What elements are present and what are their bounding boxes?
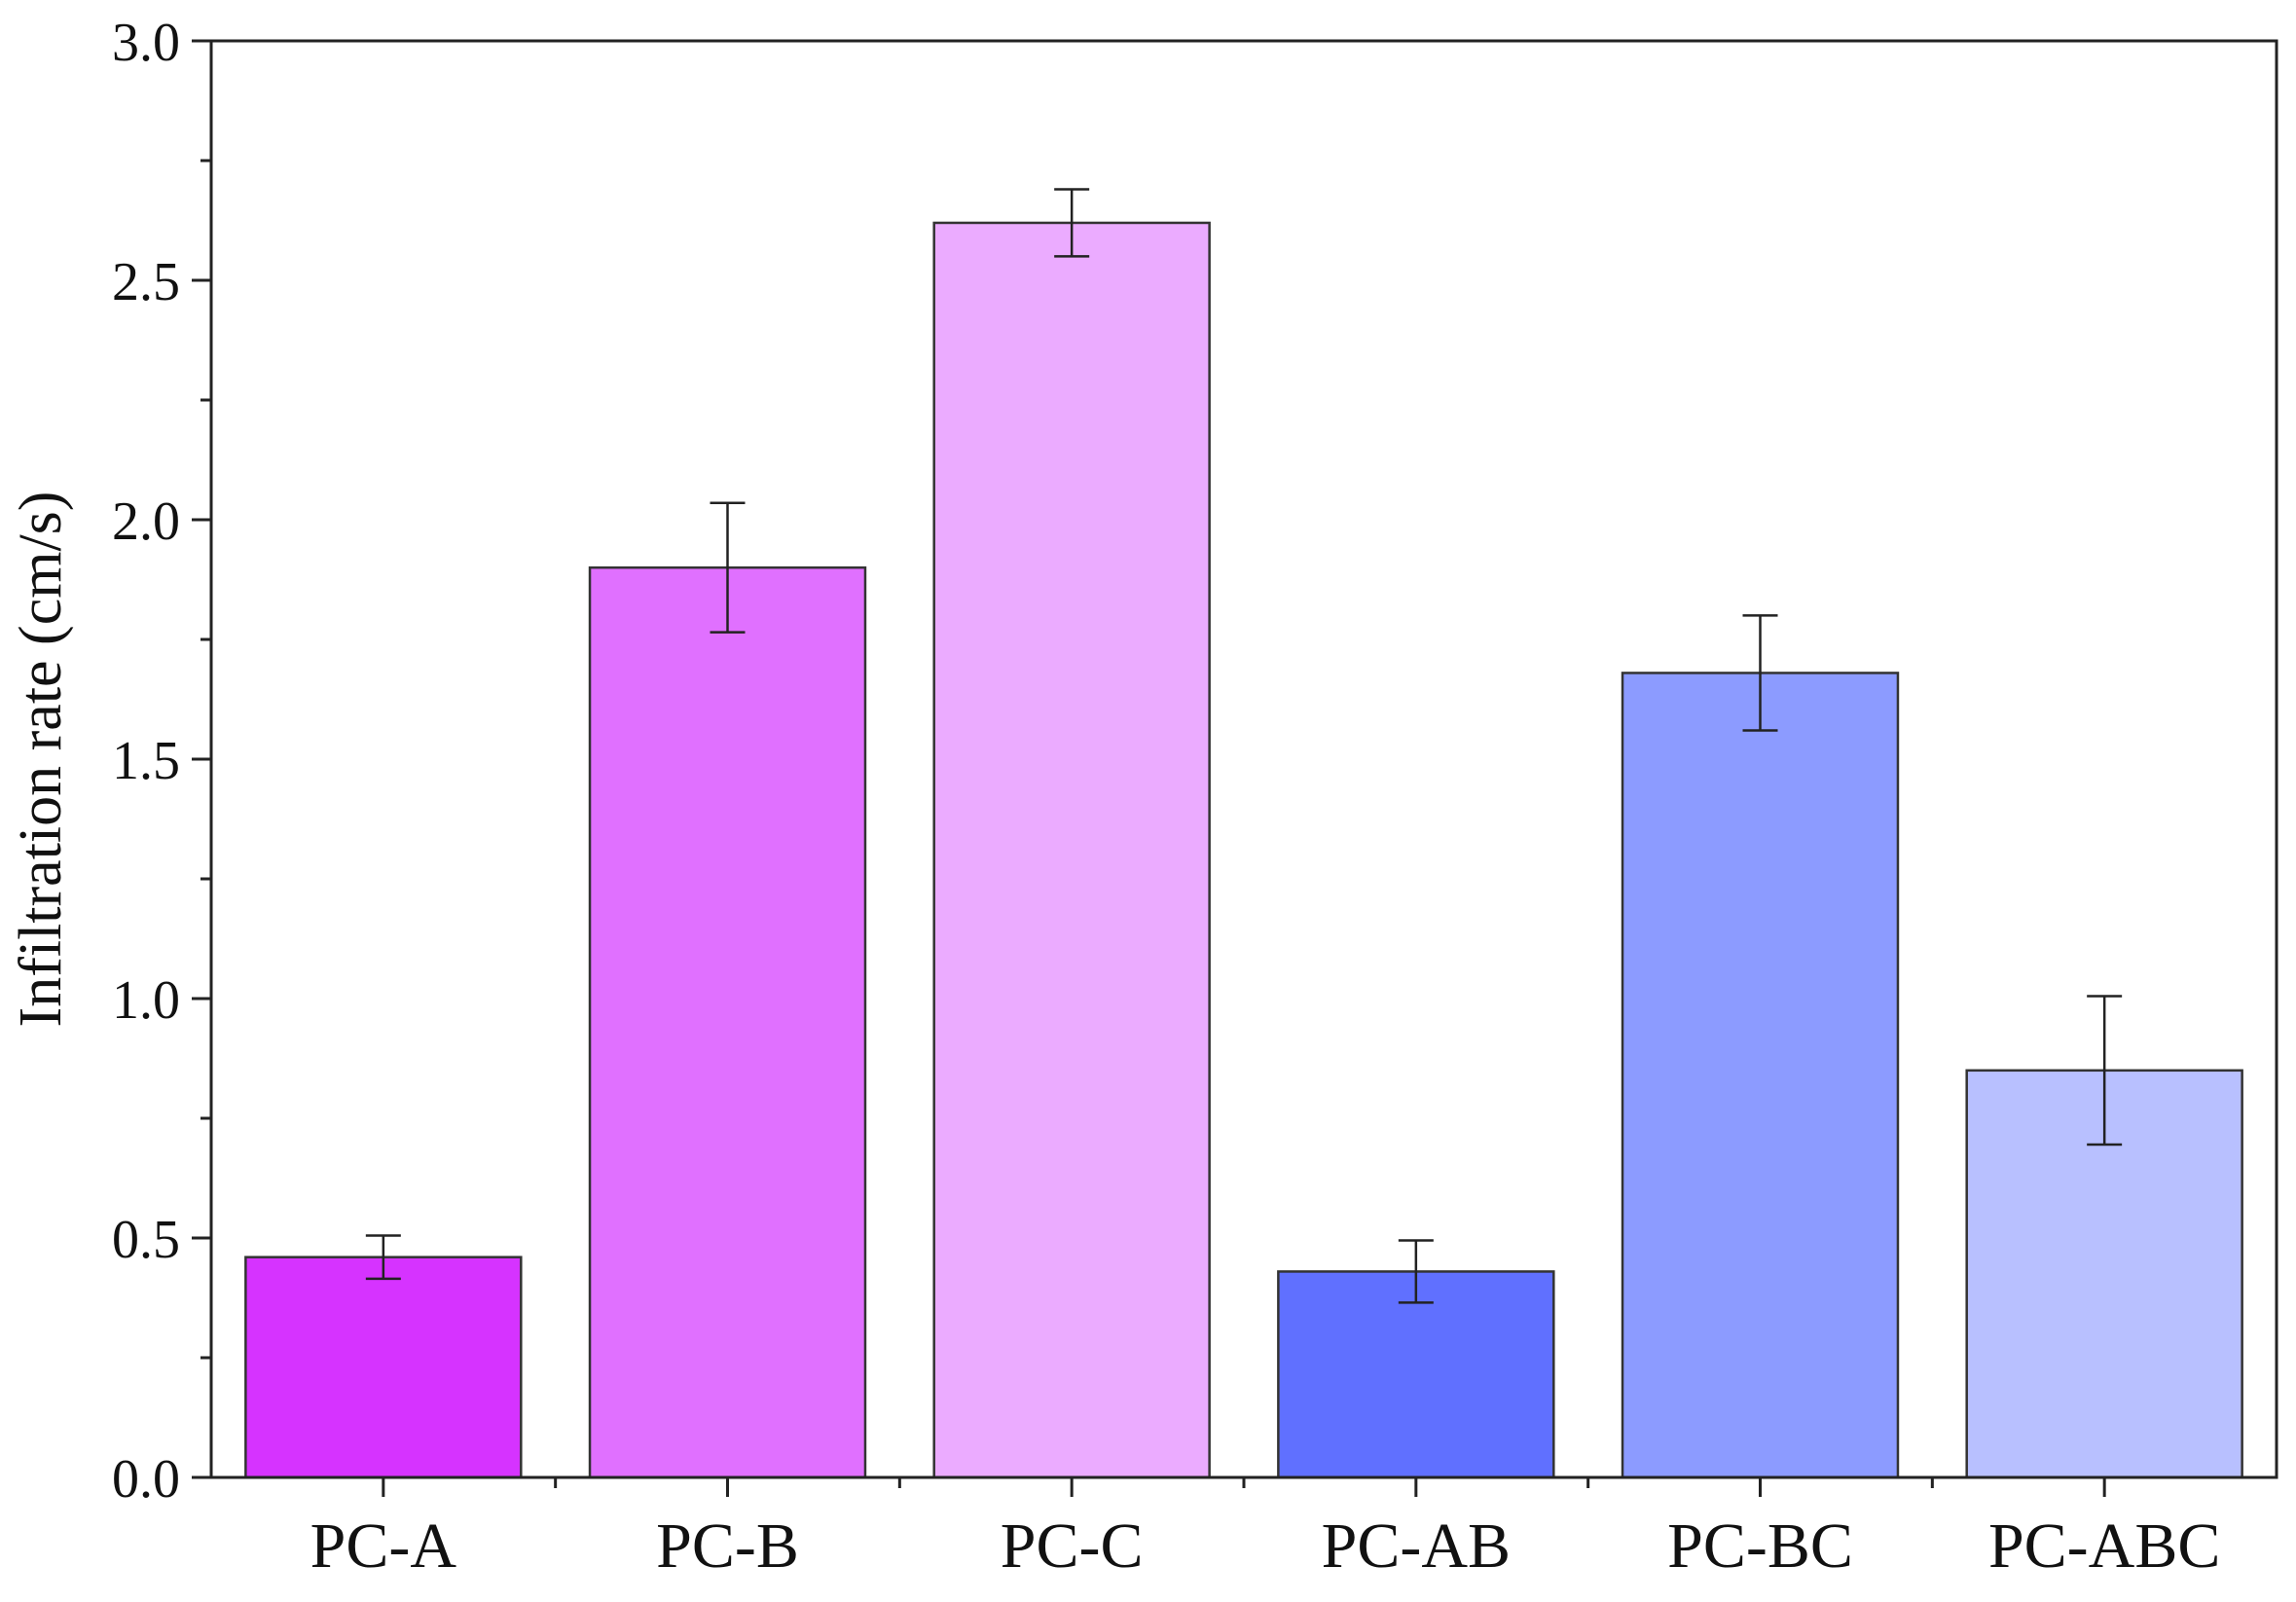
- bar-pc-bc: [1621, 672, 1900, 1479]
- x-tick-label-pc-b: PC-B: [656, 1511, 799, 1582]
- y-axis-title: Infiltration rate (cm/s): [8, 492, 74, 1028]
- x-tick-label-pc-ab: PC-AB: [1322, 1511, 1511, 1582]
- x-tick-label-pc-bc: PC-BC: [1667, 1511, 1853, 1582]
- error-bar-pc-b: [710, 501, 746, 634]
- y-tick-label: 2.0: [112, 492, 180, 552]
- y-tick-label: 2.5: [112, 252, 180, 312]
- y-tick-label: 1.0: [112, 970, 180, 1031]
- bars-layer: [244, 221, 2243, 1479]
- ticks-layer: [192, 39, 2106, 1497]
- y-tick-label: 0.0: [112, 1449, 180, 1510]
- y-tick-label: 1.5: [112, 731, 180, 791]
- error-bar-pc-a: [365, 1234, 401, 1281]
- bar-pc-a: [244, 1256, 523, 1479]
- bar-pc-ab: [1277, 1270, 1555, 1479]
- x-tick-label-pc-a: PC-A: [310, 1511, 457, 1582]
- error-bar-pc-bc: [1742, 614, 1778, 732]
- error-bar-pc-c: [1054, 188, 1090, 258]
- x-tick-label-pc-c: PC-C: [1001, 1511, 1144, 1582]
- bar-pc-c: [932, 221, 1211, 1479]
- y-tick-label: 3.0: [112, 13, 180, 73]
- x-tick-label-pc-abc: PC-ABC: [1988, 1511, 2220, 1582]
- y-tick-label: 0.5: [112, 1210, 180, 1270]
- labels-layer: PC-A PC-B PC-C PC-AB PC-BC PC-ABC 0.0 0.5 1.0 1.5…: [112, 13, 2220, 1582]
- error-bar-pc-ab: [1398, 1239, 1434, 1304]
- error-bars-layer: [365, 188, 2123, 1304]
- bar-pc-b: [588, 565, 867, 1479]
- error-bar-pc-abc: [2087, 995, 2123, 1147]
